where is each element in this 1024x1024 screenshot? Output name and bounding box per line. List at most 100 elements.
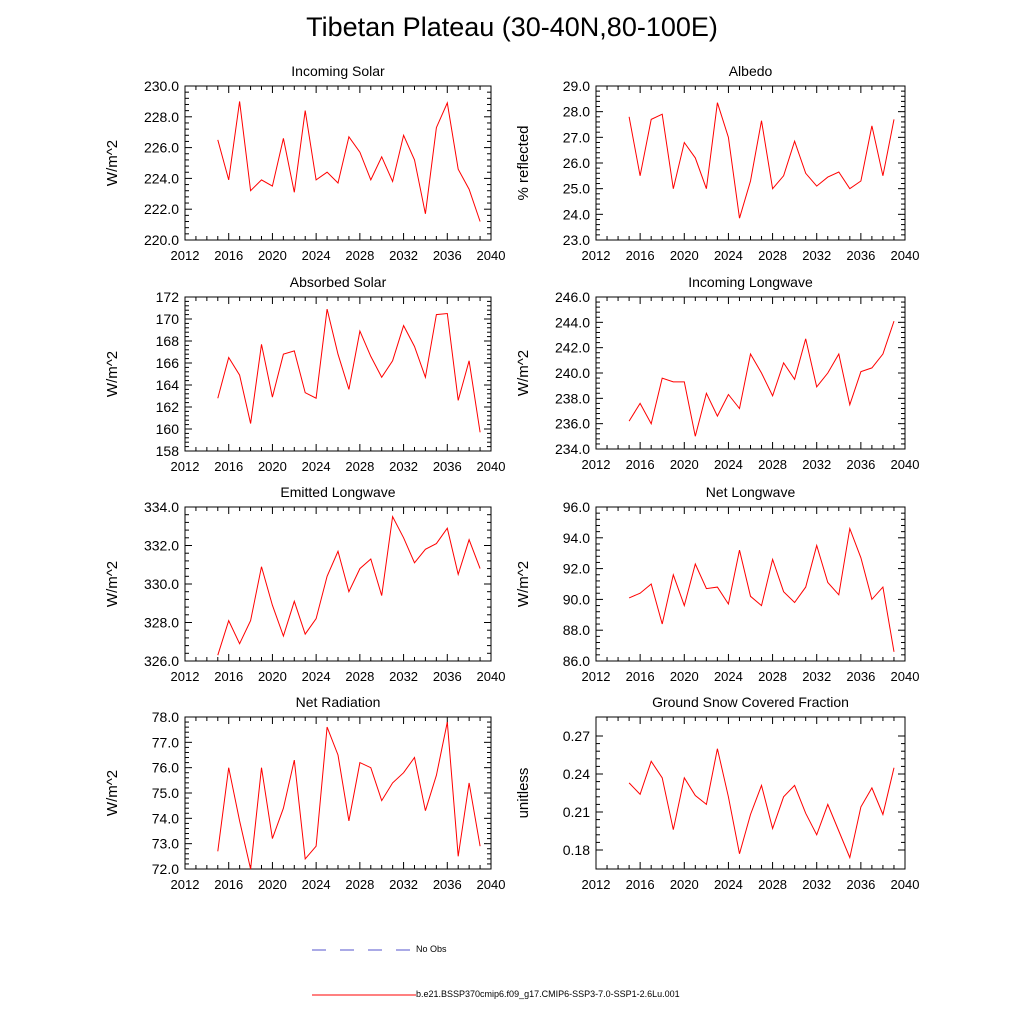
- x-tick-label: 2036: [846, 669, 875, 684]
- y-tick-label: 168: [156, 333, 180, 349]
- y-tick-label: 78.0: [152, 709, 179, 725]
- y-tick-label: 170: [156, 311, 180, 327]
- x-tick-label: 2032: [802, 248, 831, 263]
- y-tick-label: 76.0: [152, 760, 179, 776]
- x-tick-label: 2020: [670, 248, 699, 263]
- series-line-1: [217, 514, 481, 656]
- y-tick-label: 238.0: [555, 390, 590, 406]
- x-tick-label: 2040: [891, 248, 920, 263]
- x-tick-label: 2020: [670, 457, 699, 472]
- x-tick-label: 2016: [626, 457, 655, 472]
- x-tick-label: 2028: [345, 669, 374, 684]
- x-tick-label: 2028: [758, 248, 787, 263]
- y-axis-label: W/m^2: [104, 351, 121, 397]
- x-tick-label: 2024: [302, 248, 331, 263]
- y-axis-label: % reflected: [515, 125, 532, 200]
- series-line-1: [628, 102, 895, 219]
- y-tick-label: 0.18: [563, 842, 590, 858]
- series-line-1: [628, 320, 895, 437]
- y-tick-label: 0.21: [563, 804, 590, 820]
- chart-panel-5: Emitted Longwave W/m^2 2012 2016 2020 2024 202…: [104, 484, 505, 684]
- x-tick-label: 2040: [477, 248, 506, 263]
- x-tick-label: 2032: [389, 459, 418, 474]
- x-tick-label: 2028: [345, 459, 374, 474]
- y-tick-label: 0.24: [563, 766, 590, 782]
- y-tick-label: 86.0: [563, 653, 590, 669]
- x-tick-label: 2016: [214, 669, 243, 684]
- y-tick-label: 29.0: [563, 78, 590, 94]
- x-tick-label: 2028: [758, 877, 787, 892]
- y-tick-label: 244.0: [555, 314, 590, 330]
- y-tick-label: 75.0: [152, 785, 179, 801]
- chart-panel-3: Absorbed Solar W/m^2 2012 2016 2020 2024 2028 2…: [104, 274, 505, 474]
- plot-frame: [184, 506, 492, 662]
- x-tick-label: 2040: [891, 457, 920, 472]
- y-tick-label: 90.0: [563, 591, 590, 607]
- x-tick-label: 2032: [389, 877, 418, 892]
- chart-panel-1: Incoming Solar W/m^2 2012 2016 2020 2024 2028 2…: [104, 63, 505, 263]
- y-tick-label: 332.0: [144, 538, 179, 554]
- x-tick-label: 2024: [714, 877, 743, 892]
- y-tick-label: 0.27: [563, 728, 590, 744]
- legend-no-obs-label: No Obs: [416, 944, 447, 954]
- chart-panel-2: Albedo % reflected 2012 2016 2020 2024 2028 203…: [515, 63, 919, 263]
- y-axis-label: W/m^2: [104, 140, 121, 186]
- legend-model-line: [312, 994, 416, 996]
- x-tick-label: 2028: [345, 877, 374, 892]
- y-tick-label: 334.0: [144, 499, 179, 515]
- series-line-1: [628, 748, 895, 860]
- x-tick-label: 2040: [477, 877, 506, 892]
- x-tick-label: 2020: [258, 877, 287, 892]
- x-tick-label: 2012: [582, 457, 611, 472]
- y-tick-label: 92.0: [563, 561, 590, 577]
- chart-panel-6: Net Longwave W/m^2 2012 2016 2020 2024 2028 203…: [515, 484, 919, 684]
- panel-title: Incoming Longwave: [688, 274, 813, 290]
- legend-model-label: b.e21.BSSP370cmip6.f09_g17.CMIP6-SSP3-7.…: [416, 989, 680, 999]
- plot-frame: [595, 296, 906, 450]
- x-tick-label: 2036: [846, 248, 875, 263]
- panel-title: Net Radiation: [296, 694, 381, 710]
- x-tick-label: 2032: [802, 877, 831, 892]
- plot-frame: [184, 716, 492, 870]
- x-tick-label: 2036: [846, 457, 875, 472]
- series-line-1: [628, 526, 895, 652]
- y-tick-label: 224.0: [144, 170, 179, 186]
- x-tick-label: 2024: [714, 669, 743, 684]
- y-tick-label: 230.0: [144, 78, 179, 94]
- x-tick-label: 2012: [171, 459, 200, 474]
- x-tick-label: 2012: [582, 669, 611, 684]
- x-tick-label: 2020: [258, 669, 287, 684]
- y-tick-label: 240.0: [555, 365, 590, 381]
- x-tick-label: 2012: [171, 877, 200, 892]
- y-tick-label: 226.0: [144, 140, 179, 156]
- x-tick-label: 2040: [477, 669, 506, 684]
- x-tick-label: 2016: [214, 877, 243, 892]
- y-tick-label: 27.0: [563, 129, 590, 145]
- figure-title: Tibetan Plateau (30-40N,80-100E): [306, 12, 718, 42]
- y-tick-label: 220.0: [144, 232, 179, 248]
- y-axis-label: W/m^2: [104, 561, 121, 607]
- y-tick-label: 242.0: [555, 340, 590, 356]
- y-axis-label: unitless: [515, 768, 532, 819]
- x-tick-label: 2040: [891, 877, 920, 892]
- y-tick-label: 328.0: [144, 615, 179, 631]
- x-tick-label: 2040: [477, 459, 506, 474]
- y-tick-label: 164: [156, 377, 180, 393]
- chart-panel-8: Ground Snow Covered Fraction unitless 2012…: [515, 694, 919, 892]
- x-tick-label: 2020: [258, 248, 287, 263]
- y-tick-label: 96.0: [563, 499, 590, 515]
- y-tick-label: 26.0: [563, 155, 590, 171]
- x-tick-label: 2024: [714, 457, 743, 472]
- panel-title: Incoming Solar: [291, 63, 385, 79]
- x-tick-label: 2032: [802, 669, 831, 684]
- panel-title: Net Longwave: [706, 484, 796, 500]
- chart-panel-7: Net Radiation W/m^2 2012 2016 2020 2024 2028 20…: [104, 694, 505, 892]
- x-tick-label: 2024: [302, 877, 331, 892]
- panel-title: Albedo: [729, 63, 773, 79]
- x-tick-label: 2036: [433, 248, 462, 263]
- y-tick-label: 246.0: [555, 289, 590, 305]
- x-tick-label: 2028: [345, 248, 374, 263]
- x-tick-label: 2036: [433, 669, 462, 684]
